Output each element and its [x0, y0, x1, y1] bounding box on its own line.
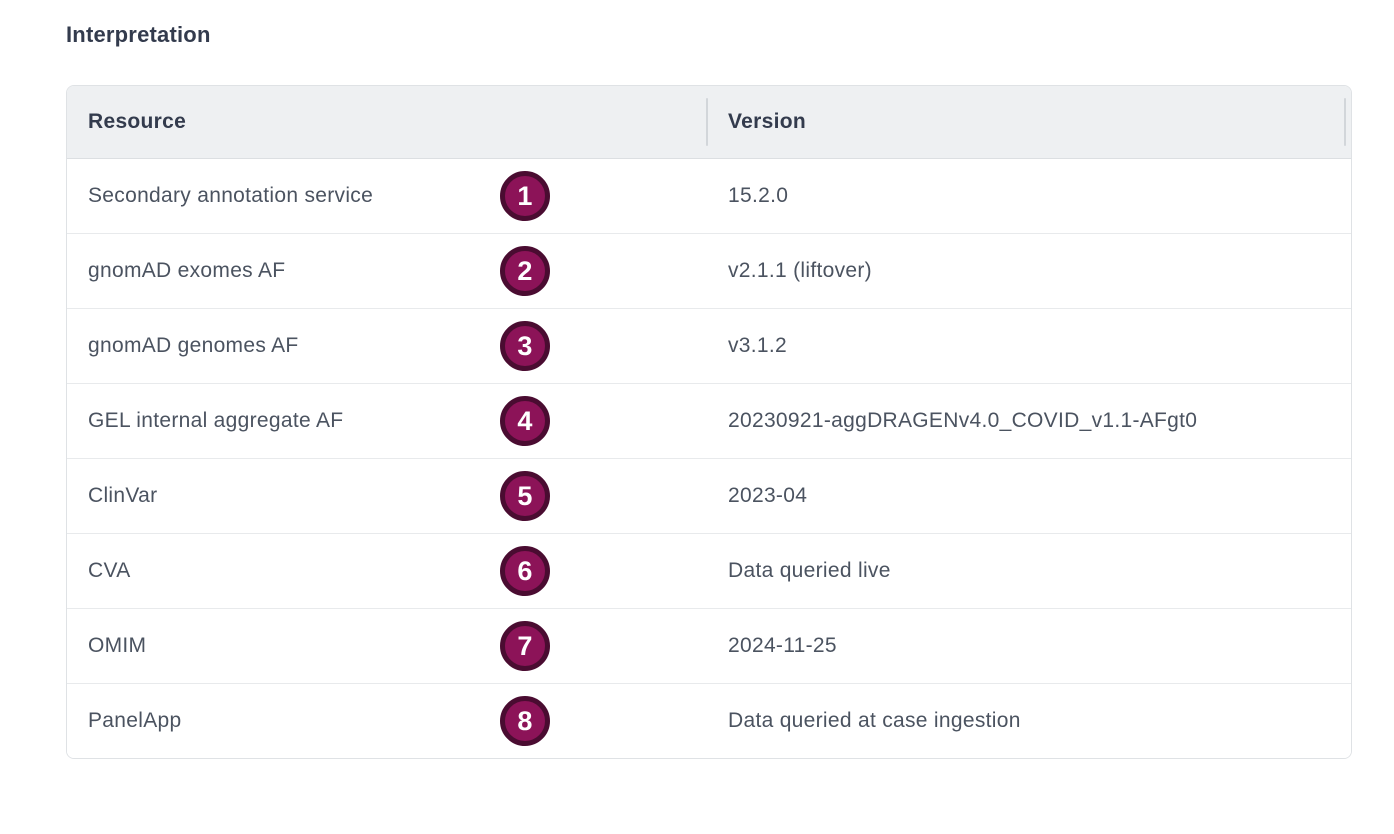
step-number: 7 — [517, 630, 533, 661]
tour-step-badge[interactable]: 4 — [500, 396, 550, 446]
table-row: gnomAD exomes AF 2 v2.1.1 (liftover) — [67, 234, 1351, 309]
resource-cell: GEL internal aggregate AF 4 — [67, 384, 707, 458]
resource-cell: CVA 6 — [67, 534, 707, 608]
column-header-version: Version — [728, 110, 806, 133]
table-row: ClinVar 5 2023-04 — [67, 459, 1351, 534]
resource-name: gnomAD exomes AF — [88, 259, 286, 282]
resource-version: 15.2.0 — [728, 184, 789, 207]
resource-name: OMIM — [88, 634, 147, 657]
resource-cell: OMIM 7 — [67, 609, 707, 683]
resource-name: gnomAD genomes AF — [88, 334, 299, 357]
table-row: Secondary annotation service 1 15.2.0 — [67, 159, 1351, 234]
table-header-row: Resource Version — [67, 86, 1351, 159]
resource-version: v2.1.1 (liftover) — [728, 259, 872, 282]
tour-step-badge[interactable]: 6 — [500, 546, 550, 596]
table-body: Secondary annotation service 1 15.2.0 gn… — [67, 159, 1351, 758]
version-cell: Data queried at case ingestion — [707, 684, 1351, 758]
resource-name: GEL internal aggregate AF — [88, 409, 344, 432]
resource-name: ClinVar — [88, 484, 158, 507]
step-number: 5 — [517, 480, 533, 511]
table-row: gnomAD genomes AF 3 v3.1.2 — [67, 309, 1351, 384]
table-row: PanelApp 8 Data queried at case ingestio… — [67, 684, 1351, 758]
version-cell: 15.2.0 — [707, 159, 1351, 233]
step-number: 4 — [517, 405, 533, 436]
resource-version: v3.1.2 — [728, 334, 788, 357]
resource-cell: ClinVar 5 — [67, 459, 707, 533]
resource-version: 2023-04 — [728, 484, 808, 507]
column-header-resource: Resource — [88, 110, 187, 133]
step-number: 8 — [517, 705, 533, 736]
step-number: 1 — [517, 180, 533, 211]
header-column-divider — [1344, 98, 1346, 146]
version-cell: 2023-04 — [707, 459, 1351, 533]
version-cell: Data queried live — [707, 534, 1351, 608]
tour-step-badge[interactable]: 8 — [500, 696, 550, 746]
table-row: CVA 6 Data queried live — [67, 534, 1351, 609]
header-column-divider — [706, 98, 708, 146]
resource-name: PanelApp — [88, 709, 182, 732]
tour-step-badge[interactable]: 2 — [500, 246, 550, 296]
tour-step-badge[interactable]: 1 — [500, 171, 550, 221]
version-cell: v2.1.1 (liftover) — [707, 234, 1351, 308]
version-cell: 20230921-aggDRAGENv4.0_COVID_v1.1-AFgt0 — [707, 384, 1351, 458]
step-number: 6 — [517, 555, 533, 586]
resource-cell: PanelApp 8 — [67, 684, 707, 758]
resource-cell: gnomAD genomes AF 3 — [67, 309, 707, 383]
version-cell: v3.1.2 — [707, 309, 1351, 383]
tour-step-badge[interactable]: 3 — [500, 321, 550, 371]
resource-version: 2024-11-25 — [728, 634, 837, 657]
resource-cell: Secondary annotation service 1 — [67, 159, 707, 233]
resource-version: Data queried at case ingestion — [728, 709, 1021, 732]
resource-name: Secondary annotation service — [88, 184, 374, 207]
resource-name: CVA — [88, 559, 131, 582]
tour-step-badge[interactable]: 7 — [500, 621, 550, 671]
version-cell: 2024-11-25 — [707, 609, 1351, 683]
table-row: GEL internal aggregate AF 4 20230921-agg… — [67, 384, 1351, 459]
step-number: 2 — [517, 255, 533, 286]
resource-cell: gnomAD exomes AF 2 — [67, 234, 707, 308]
resource-version: 20230921-aggDRAGENv4.0_COVID_v1.1-AFgt0 — [728, 409, 1198, 432]
interpretation-versions-table: Resource Version Secondary annotation se… — [66, 85, 1352, 759]
page-title: Interpretation — [66, 22, 211, 47]
resource-version: Data queried live — [728, 559, 891, 582]
table-row: OMIM 7 2024-11-25 — [67, 609, 1351, 684]
page: Interpretation Resource Version Secondar… — [66, 22, 1352, 759]
step-number: 3 — [517, 330, 533, 361]
tour-step-badge[interactable]: 5 — [500, 471, 550, 521]
